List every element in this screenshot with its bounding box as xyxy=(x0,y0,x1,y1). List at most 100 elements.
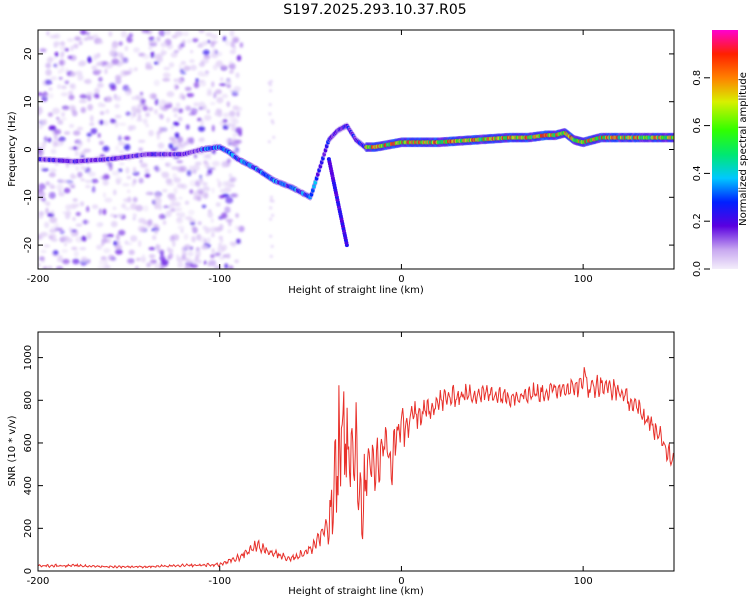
noise-cell xyxy=(203,260,207,265)
noise-cell xyxy=(102,145,110,152)
noise-cell xyxy=(115,176,123,183)
noise-cell xyxy=(112,206,117,211)
noise-cell xyxy=(231,193,239,198)
noise-cell xyxy=(229,49,236,55)
noise-cell xyxy=(50,210,55,215)
noise-cell xyxy=(65,204,72,211)
noise-cell xyxy=(127,125,133,132)
noise-cell xyxy=(214,252,221,257)
noise-cell xyxy=(211,167,216,170)
noise-cell xyxy=(182,251,187,258)
noise-cell xyxy=(97,82,104,88)
noise-cell xyxy=(99,111,105,116)
y-tick-label: 10 xyxy=(23,95,34,108)
noise-cell xyxy=(167,255,171,261)
noise-cell xyxy=(270,119,274,123)
noise-cell xyxy=(114,245,123,250)
noise-cell xyxy=(147,190,151,196)
noise-cell xyxy=(165,210,172,217)
noise-cell xyxy=(183,65,191,72)
noise-cell xyxy=(144,173,151,178)
noise-cell xyxy=(182,31,189,37)
noise-cell xyxy=(86,36,95,40)
y-tick-label: 0 xyxy=(23,568,34,574)
noise-cell xyxy=(173,83,179,91)
noise-cell xyxy=(81,235,87,242)
noise-cell xyxy=(169,208,175,213)
noise-cell xyxy=(124,45,129,52)
noise-cell xyxy=(176,160,183,164)
noise-cell xyxy=(225,197,234,204)
noise-cell xyxy=(115,248,123,255)
noise-cell xyxy=(70,175,77,179)
noise-cell xyxy=(118,168,123,173)
noise-cell xyxy=(239,42,244,48)
noise-cell xyxy=(165,178,173,184)
noise-cell xyxy=(189,246,193,251)
noise-cell xyxy=(46,57,54,64)
noise-cell xyxy=(130,203,137,210)
noise-cell xyxy=(135,94,140,101)
noise-cell xyxy=(182,39,186,45)
noise-cell xyxy=(193,102,199,107)
noise-cell xyxy=(184,200,190,205)
noise-cell xyxy=(85,185,91,189)
noise-cell xyxy=(38,262,42,267)
noise-cell xyxy=(219,223,224,231)
noise-cell xyxy=(43,244,51,248)
noise-cell xyxy=(98,259,106,265)
noise-cell xyxy=(54,51,59,57)
noise-cell xyxy=(206,237,211,244)
noise-cell xyxy=(45,79,53,85)
noise-cell xyxy=(103,247,111,254)
noise-cell xyxy=(60,179,69,183)
noise-cell xyxy=(171,200,176,205)
noise-cell xyxy=(58,59,66,66)
noise-cell xyxy=(215,89,222,95)
noise-cell xyxy=(97,40,104,45)
noise-cell xyxy=(215,60,223,67)
noise-cell xyxy=(211,81,215,88)
noise-cell xyxy=(178,63,183,69)
noise-cell xyxy=(216,178,220,182)
noise-cell xyxy=(228,60,233,66)
noise-cell xyxy=(48,172,56,178)
noise-cell xyxy=(132,213,137,218)
noise-cell xyxy=(189,189,194,195)
noise-cell xyxy=(192,169,197,174)
noise-cell xyxy=(210,218,214,223)
x-tick-label: 0 xyxy=(398,576,404,587)
noise-cell xyxy=(174,113,178,118)
noise-cell xyxy=(269,217,273,221)
noise-cell xyxy=(183,233,189,240)
noise-cell xyxy=(177,136,184,143)
noise-cell xyxy=(44,221,50,229)
noise-cell xyxy=(231,123,236,127)
noise-cell xyxy=(153,54,162,61)
y-tick-label: 600 xyxy=(23,433,34,452)
noise-cell xyxy=(269,89,273,93)
snr-y-label: SNR (10 * v/v) xyxy=(7,415,18,486)
noise-cell xyxy=(98,208,102,216)
noise-cell xyxy=(84,78,92,85)
noise-cell xyxy=(160,171,165,176)
noise-cell xyxy=(207,167,213,173)
noise-cell xyxy=(72,198,78,202)
noise-cell xyxy=(211,187,215,194)
noise-cell xyxy=(94,40,98,45)
colorbar-label: Normalized spectral amplitude xyxy=(738,72,749,226)
noise-cell xyxy=(110,220,118,228)
noise-cell xyxy=(57,254,63,262)
spectrogram-y-label: Frequency (Hz) xyxy=(7,111,18,187)
noise-cell xyxy=(169,197,178,202)
noise-cell xyxy=(96,62,102,66)
noise-cell xyxy=(148,45,153,51)
noise-cell xyxy=(207,40,211,44)
noise-cell xyxy=(166,91,175,98)
noise-cell xyxy=(57,69,62,74)
noise-cell xyxy=(78,40,83,46)
noise-cell xyxy=(115,74,122,81)
noise-cell xyxy=(60,41,65,46)
